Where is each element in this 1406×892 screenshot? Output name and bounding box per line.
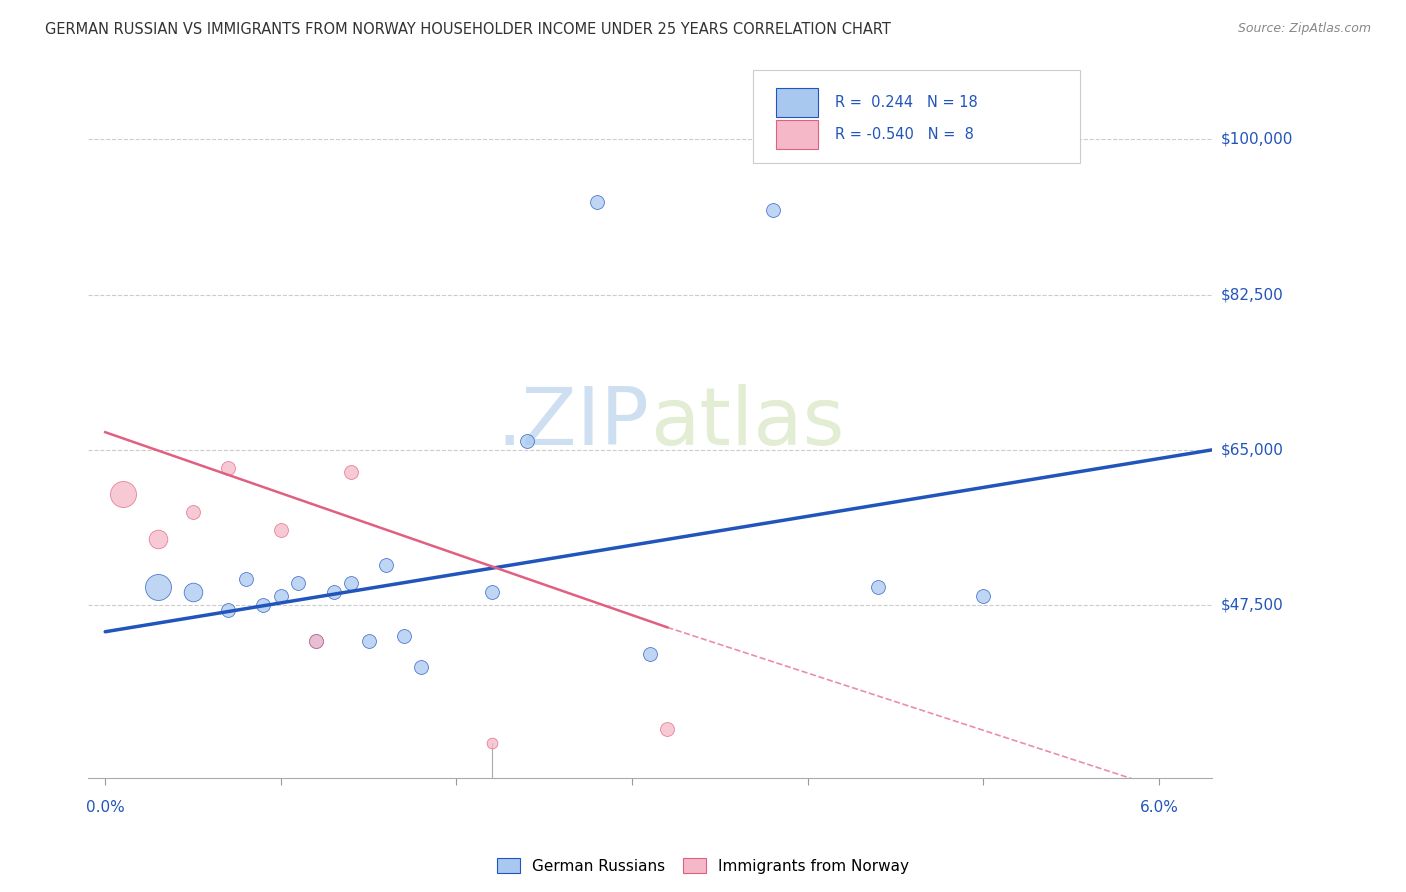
Point: [657, 723, 679, 737]
Point: [287, 576, 309, 591]
Point: [305, 633, 328, 648]
Text: Source: ZipAtlas.com: Source: ZipAtlas.com: [1237, 22, 1371, 36]
Text: 6.0%: 6.0%: [1140, 800, 1178, 815]
FancyBboxPatch shape: [776, 120, 818, 149]
Point: [235, 572, 257, 586]
Point: [111, 487, 134, 501]
Text: atlas: atlas: [650, 384, 844, 462]
Point: [638, 647, 661, 661]
FancyBboxPatch shape: [776, 88, 818, 117]
Point: [411, 660, 433, 674]
Point: [181, 505, 204, 519]
Text: $65,000: $65,000: [1220, 442, 1284, 458]
Point: [481, 584, 503, 599]
FancyBboxPatch shape: [754, 70, 1080, 163]
Point: [357, 633, 380, 648]
Legend: German Russians, Immigrants from Norway: German Russians, Immigrants from Norway: [491, 852, 915, 880]
Point: [305, 633, 328, 648]
Point: [217, 602, 239, 616]
Point: [516, 434, 538, 448]
Text: .ZIP: .ZIP: [496, 384, 650, 462]
Point: [270, 589, 292, 603]
Point: [762, 203, 785, 218]
Text: 0.0%: 0.0%: [86, 800, 125, 815]
Point: [586, 194, 609, 209]
Point: [146, 532, 169, 546]
Point: [322, 584, 344, 599]
Point: [146, 581, 169, 595]
Point: [181, 584, 204, 599]
Point: [481, 736, 503, 750]
Text: R = -0.540   N =  8: R = -0.540 N = 8: [835, 127, 974, 142]
Text: GERMAN RUSSIAN VS IMMIGRANTS FROM NORWAY HOUSEHOLDER INCOME UNDER 25 YEARS CORRE: GERMAN RUSSIAN VS IMMIGRANTS FROM NORWAY…: [45, 22, 891, 37]
Point: [217, 460, 239, 475]
Point: [392, 629, 415, 643]
Point: [375, 558, 398, 573]
Text: R =  0.244   N = 18: R = 0.244 N = 18: [835, 95, 979, 110]
Point: [252, 598, 274, 612]
Point: [866, 581, 889, 595]
Point: [972, 589, 994, 603]
Text: $100,000: $100,000: [1220, 132, 1294, 147]
Text: $82,500: $82,500: [1220, 287, 1284, 302]
Point: [340, 465, 363, 479]
Point: [340, 576, 363, 591]
Point: [270, 523, 292, 537]
Text: $47,500: $47,500: [1220, 598, 1284, 613]
